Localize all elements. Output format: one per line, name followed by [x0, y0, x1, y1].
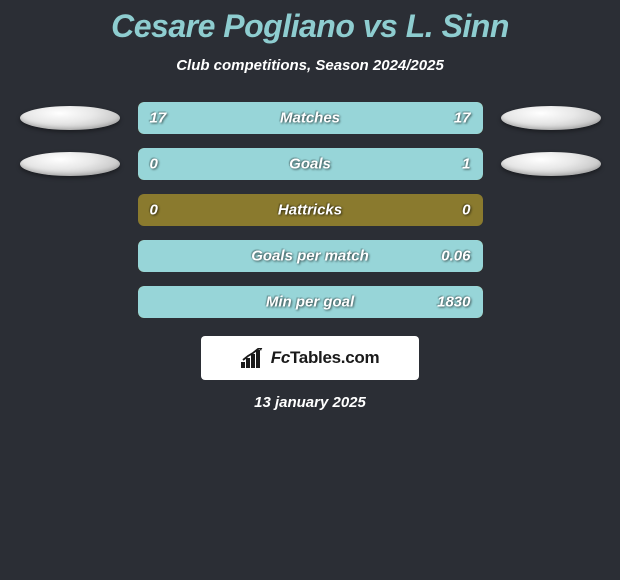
logo-text: FcTables.com [271, 348, 380, 368]
logo-tables: Tables.com [290, 348, 379, 367]
stat-row: Min per goal 1830 [0, 286, 620, 318]
stat-value-left: 17 [150, 110, 167, 127]
stat-bar: Goals per match 0.06 [138, 240, 483, 272]
stat-label: Matches [280, 110, 340, 127]
stat-value-right: 0.06 [441, 248, 470, 265]
stat-bar: 17 Matches 17 [138, 102, 483, 134]
stat-row: 17 Matches 17 [0, 102, 620, 134]
stats-list: 17 Matches 17 0 Goals 1 0 Hattricks 0 Goals per m… [0, 102, 620, 318]
player-badge-left [20, 106, 120, 130]
stat-value-left: 0 [150, 202, 158, 219]
stat-row: 0 Goals 1 [0, 148, 620, 180]
bar-fill-left [138, 148, 200, 180]
stat-row: 0 Hattricks 0 [0, 194, 620, 226]
player-badge-right [501, 152, 601, 176]
stat-label: Hattricks [278, 202, 342, 219]
stat-value-left: 0 [150, 156, 158, 173]
stat-value-right: 1830 [437, 294, 470, 311]
stat-bar: 0 Goals 1 [138, 148, 483, 180]
stat-label: Goals [289, 156, 331, 173]
bar-chart-icon [241, 348, 265, 368]
bar-fill-right [200, 148, 483, 180]
stat-value-right: 17 [454, 110, 471, 127]
stat-label: Goals per match [251, 248, 369, 265]
comparison-container: Cesare Pogliano vs L. Sinn Club competit… [0, 0, 620, 411]
player-badge-left [20, 152, 120, 176]
stat-row: Goals per match 0.06 [0, 240, 620, 272]
stat-value-right: 0 [462, 202, 470, 219]
subtitle: Club competitions, Season 2024/2025 [0, 57, 620, 74]
date-label: 13 january 2025 [0, 394, 620, 411]
stat-bar: 0 Hattricks 0 [138, 194, 483, 226]
player-badge-right [501, 106, 601, 130]
stat-label: Min per goal [266, 294, 354, 311]
logo-box: FcTables.com [201, 336, 419, 380]
stat-bar: Min per goal 1830 [138, 286, 483, 318]
stat-value-right: 1 [462, 156, 470, 173]
logo-fc: Fc [271, 348, 290, 367]
logo-content: FcTables.com [241, 348, 380, 368]
page-title: Cesare Pogliano vs L. Sinn [0, 8, 620, 45]
